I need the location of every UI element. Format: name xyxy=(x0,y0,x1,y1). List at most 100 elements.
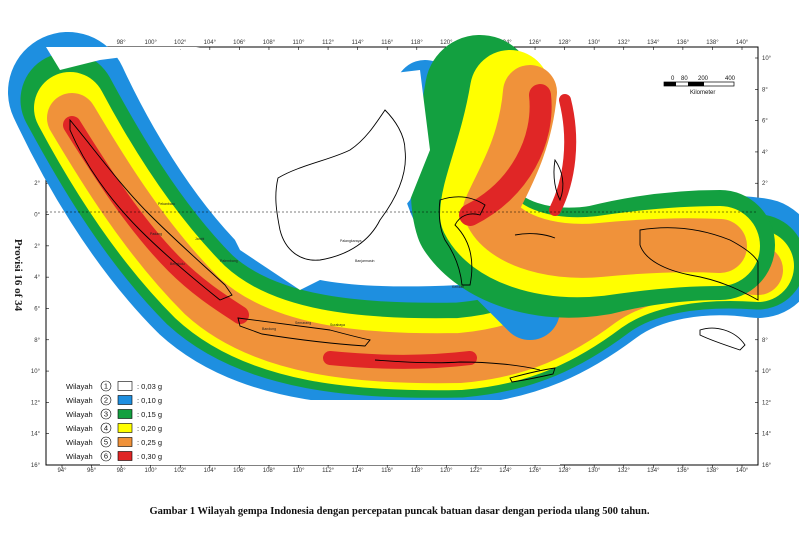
longitude-tick-label: 140° xyxy=(736,40,749,46)
longitude-tick-label: 116° xyxy=(381,468,394,474)
longitude-tick-label: 134° xyxy=(647,468,660,474)
longitude-tick-label: 132° xyxy=(618,40,631,46)
legend: Wilayah 1 : 0,03 g Wilayah 2 : 0,10 g Wilayah 3… xyxy=(62,378,174,462)
longitude-tick-label: 108° xyxy=(263,40,276,46)
legend-number-badge xyxy=(100,394,112,406)
place-label: Pekanbaru xyxy=(158,202,175,206)
longitude-tick-label: 128° xyxy=(558,468,571,474)
longitude-tick-label: 102° xyxy=(174,468,187,474)
latitude-tick-label: 2° xyxy=(762,181,768,187)
longitude-tick-label: 114° xyxy=(352,40,365,46)
longitude-tick-label: 94° xyxy=(57,468,67,474)
latitude-tick-label: 6° xyxy=(762,119,768,125)
legend-value: : 0,15 g xyxy=(137,410,162,419)
longitude-tick-label: 98° xyxy=(117,40,127,46)
legend-number: 1 xyxy=(104,382,108,391)
zone-6-band-sumatra xyxy=(63,116,249,324)
latitude-tick-label: 4° xyxy=(34,275,40,281)
zone-1-northwest-area xyxy=(46,47,200,70)
latitude-tick-label: 14° xyxy=(762,432,772,438)
longitude-tick-label: 104° xyxy=(204,468,217,474)
coast-papua xyxy=(639,227,759,301)
legend-number-badge xyxy=(100,380,112,392)
place-label: Semarang xyxy=(295,321,311,325)
scale-bar: 0 80 200 400 Kilometer xyxy=(663,76,736,96)
longitude-tick-label: 130° xyxy=(588,468,601,474)
longitude-tick-label: 112° xyxy=(322,468,335,474)
latitude-tick-label: 16° xyxy=(31,463,41,469)
longitude-tick-label: 138° xyxy=(706,40,719,46)
longitude-tick-label: 100° xyxy=(144,468,157,474)
latitude-tick-label: 12° xyxy=(31,400,41,406)
longitude-tick-label: 110° xyxy=(293,40,306,46)
legend-number: 2 xyxy=(104,396,108,405)
legend-value: : 0,03 g xyxy=(137,382,162,391)
latitude-tick-label: 8° xyxy=(762,338,768,344)
scale-unit: Kilometer xyxy=(690,90,715,96)
longitude-tick-label: 120° xyxy=(440,40,453,46)
legend-number-badge xyxy=(100,450,112,462)
latitude-tick-label: 4° xyxy=(762,150,768,156)
longitude-tick-label: 96° xyxy=(87,468,97,474)
scale-tick: 80 xyxy=(681,76,688,82)
place-label: Palangkaraya xyxy=(340,239,361,243)
longitude-tick-label: 138° xyxy=(706,468,719,474)
scale-tick: 400 xyxy=(725,76,736,82)
legend-swatch xyxy=(117,437,133,447)
coast-nusa-tenggara xyxy=(374,359,541,371)
latitude-tick-label: 10° xyxy=(762,369,772,375)
legend-label: Wilayah xyxy=(66,382,93,391)
longitude-tick-label: 114° xyxy=(352,468,365,474)
latitude-tick-label: 6° xyxy=(34,306,40,312)
longitude-ticks-bottom: 94° 96° 98° 100° 102° 104° 106° 108° 110° 112° 114… xyxy=(57,465,749,474)
longitude-tick-label: 106° xyxy=(233,40,246,46)
legend-number-badge xyxy=(100,408,112,420)
legend-swatch xyxy=(117,423,133,433)
scale-tick: 0 xyxy=(671,76,675,82)
legend-label: Wilayah xyxy=(66,438,93,447)
longitude-tick-label: 124° xyxy=(499,468,512,474)
place-label: Bengkulu xyxy=(170,262,185,266)
longitude-tick-label: 116° xyxy=(381,40,394,46)
legend-swatch xyxy=(117,381,133,391)
longitude-tick-label: 128° xyxy=(558,40,571,46)
coast-maluku xyxy=(514,233,556,239)
longitude-tick-label: 136° xyxy=(677,40,690,46)
legend-swatch xyxy=(117,409,133,419)
longitude-tick-label: 106° xyxy=(233,468,246,474)
legend-number: 3 xyxy=(104,410,108,419)
latitude-tick-label: 2° xyxy=(34,181,40,187)
legend-label: Wilayah xyxy=(66,410,93,419)
coast-kalimantan xyxy=(275,109,406,261)
longitude-tick-label: 104° xyxy=(204,40,217,46)
place-label: Padang xyxy=(150,232,162,236)
figure-caption: Gambar 1 Wilayah gempa Indonesia dengan … xyxy=(149,506,650,517)
latitude-tick-label: 12° xyxy=(762,400,772,406)
legend-number-badge xyxy=(100,422,112,434)
longitude-tick-label: 126° xyxy=(529,40,542,46)
coastlines xyxy=(69,109,759,383)
longitude-tick-label: 126° xyxy=(529,468,542,474)
coast-halmahera xyxy=(553,158,564,202)
coast-java xyxy=(237,317,371,347)
legend-label: Wilayah xyxy=(66,396,93,405)
zone-1-kalimantan-area xyxy=(200,70,430,290)
side-label-text: Provisi 16 of 34 xyxy=(12,238,24,312)
scale-tick: 200 xyxy=(698,76,709,82)
legend-number: 5 xyxy=(104,438,108,447)
coast-australia-tip xyxy=(699,327,746,351)
legend-swatch xyxy=(117,451,133,461)
place-labels: Pekanbaru Padang Jambi Bengkulu Palemban… xyxy=(150,202,464,331)
legend-value: : 0,10 g xyxy=(137,396,162,405)
place-label: Palembang xyxy=(220,259,238,263)
legend-value: : 0,30 g xyxy=(137,452,162,461)
zone-6-band-north xyxy=(459,84,552,226)
place-label: Jambi xyxy=(195,237,205,241)
longitude-tick-label: 132° xyxy=(618,468,631,474)
longitude-tick-label: 122° xyxy=(470,468,483,474)
zone-6-band-halmahera xyxy=(549,94,577,216)
longitude-tick-label: 130° xyxy=(588,40,601,46)
latitude-tick-label: 8° xyxy=(34,338,40,344)
latitude-tick-label: 16° xyxy=(762,463,772,469)
